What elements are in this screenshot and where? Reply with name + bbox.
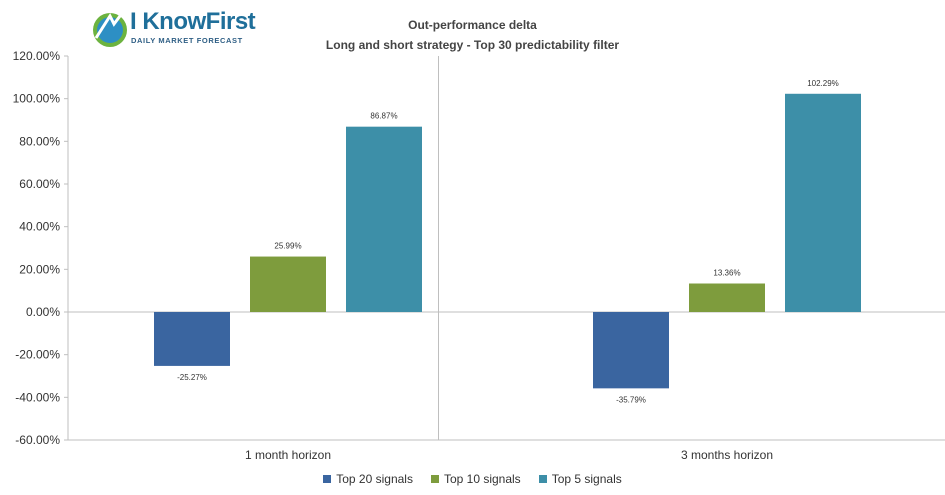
bars: -25.27% -35.79% 25.99% 13.36% 86.87% 102.29%	[154, 79, 861, 404]
bar-top-10-signals	[250, 256, 326, 312]
y-tick-label: 80.00%	[19, 134, 60, 148]
bar-top-5-signals	[346, 126, 422, 312]
chart-title: Out-performance delta	[408, 18, 537, 32]
legend-label: Top 20 signals	[336, 472, 413, 486]
y-tick-label: 100.00%	[13, 92, 61, 106]
data-label: 13.36%	[713, 268, 740, 277]
legend-swatch	[538, 475, 547, 483]
plot-area: -60.00% -40.00% -20.00% 0.00% 20.00% 40.00% 60…	[13, 49, 945, 462]
y-tick-label: 60.00%	[19, 177, 60, 191]
x-axis-labels: 1 month horizon 3 months horizon	[245, 448, 773, 462]
legend-item-top5: Top 5 signals	[538, 472, 622, 486]
legend-label: Top 5 signals	[551, 472, 622, 486]
data-label: -25.27%	[177, 373, 207, 382]
y-tick-label: 20.00%	[19, 262, 60, 276]
iknowfirst-logo: I KnowFirst DAILY MARKET FORECAST	[88, 2, 268, 54]
bar-top-20-signals	[593, 312, 669, 389]
x-category-label: 1 month horizon	[245, 448, 331, 462]
y-tick-label: -40.00%	[15, 390, 60, 404]
legend-item-top20: Top 20 signals	[323, 472, 413, 486]
legend: Top 20 signals Top 10 signals Top 5 sign…	[0, 472, 945, 486]
y-tick-label: 120.00%	[13, 49, 61, 63]
y-tick-label: 40.00%	[19, 220, 60, 234]
legend-swatch	[430, 475, 439, 483]
legend-swatch	[323, 475, 332, 483]
data-label: 102.29%	[807, 79, 839, 88]
data-label: -35.79%	[616, 395, 646, 404]
logo-tagline: DAILY MARKET FORECAST	[131, 36, 243, 45]
y-tick-label: 0.00%	[26, 305, 60, 319]
bar-top-10-signals	[689, 283, 765, 312]
y-tick-label: -20.00%	[15, 348, 60, 362]
data-label: 25.99%	[274, 242, 301, 251]
chart-subtitle: Long and short strategy - Top 30 predict…	[325, 38, 620, 52]
data-label: 86.87%	[370, 112, 397, 121]
legend-item-top10: Top 10 signals	[430, 472, 521, 486]
legend-label: Top 10 signals	[443, 472, 521, 486]
logo-emblem-icon	[93, 5, 129, 47]
x-category-label: 3 months horizon	[681, 448, 773, 462]
logo-wordmark: I KnowFirst	[130, 8, 256, 35]
bar-top-5-signals	[785, 93, 861, 312]
bar-top-20-signals	[154, 312, 230, 366]
y-tick-label: -60.00%	[15, 433, 60, 447]
y-axis-ticks: -60.00% -40.00% -20.00% 0.00% 20.00% 40.00% 60…	[13, 49, 68, 447]
